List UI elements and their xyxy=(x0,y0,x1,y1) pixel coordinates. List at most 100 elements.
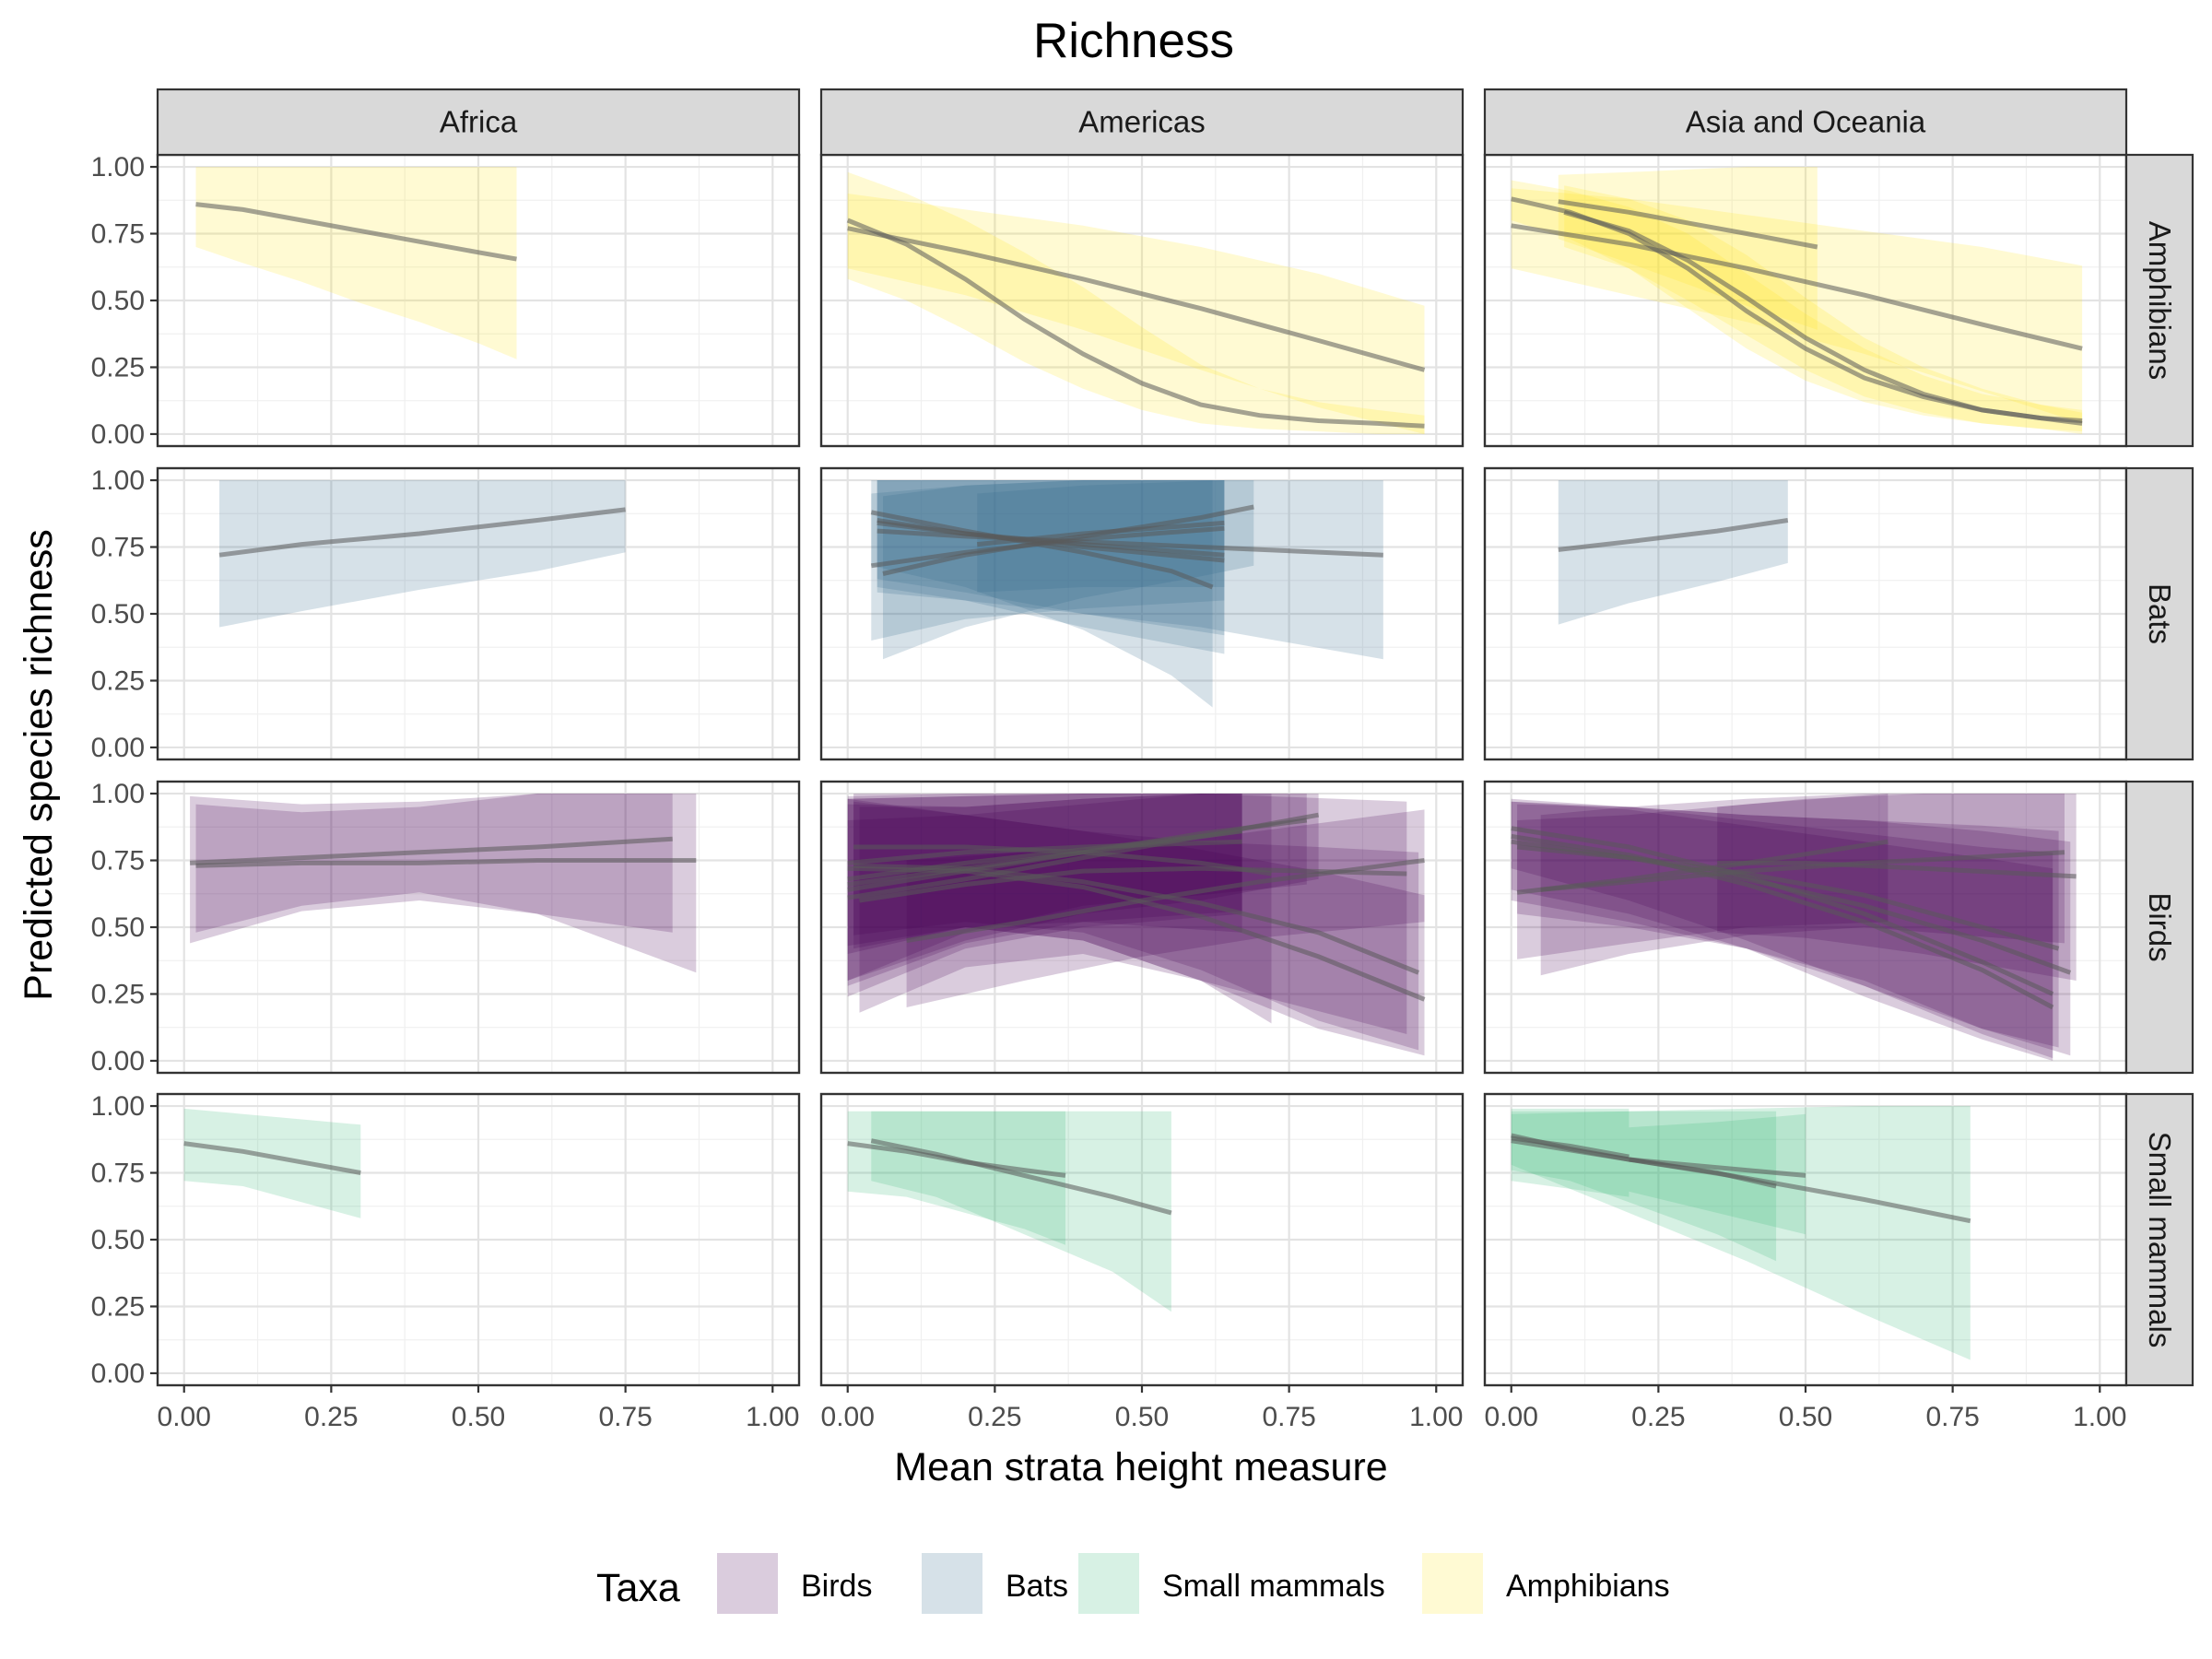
confidence-ribbon xyxy=(847,1111,1065,1245)
y-tick-label: 1.00 xyxy=(91,152,145,182)
fit-line xyxy=(870,510,1214,590)
fit-line xyxy=(882,504,1254,576)
x-tick-label: 0.25 xyxy=(304,1402,358,1432)
x-tick-label: 0.75 xyxy=(1925,1402,1979,1432)
y-tick-label: 0.75 xyxy=(91,219,145,250)
panel-asia-and-oceania-small-mammals: 0.00 0.25 0.50 0.75 1.00 xyxy=(1483,1092,2128,1432)
confidence-ribbon xyxy=(877,480,1225,654)
x-tick-label: 0.75 xyxy=(598,1402,652,1432)
fit-line xyxy=(846,218,1425,429)
fit-line xyxy=(847,1141,1066,1178)
x-tick-label: 0.50 xyxy=(452,1402,505,1432)
fit-line xyxy=(847,829,1242,882)
y-tick-label: 1.00 xyxy=(91,465,145,496)
panel-border xyxy=(819,466,1465,761)
panel-americas-birds xyxy=(819,780,1465,1075)
panel-americas-small-mammals: 0.00 0.25 0.50 0.75 1.00 xyxy=(819,1092,1465,1432)
fit-line xyxy=(195,202,517,262)
y-tick-label: 0.25 xyxy=(91,352,145,382)
confidence-ribbon xyxy=(847,194,1425,434)
panel-africa-amphibians: 0.00 0.25 0.50 0.75 1.00 xyxy=(91,152,801,450)
confidence-ribbon xyxy=(847,171,1425,435)
confidence-ribbon xyxy=(1517,804,2059,1048)
confidence-ribbon xyxy=(1558,167,1818,330)
x-tick-label: 1.00 xyxy=(1409,1402,1463,1432)
y-tick-label: 0.25 xyxy=(91,665,145,696)
panel-africa-birds: 0.00 0.25 0.50 0.75 1.00 xyxy=(91,779,801,1077)
x-tick-label: 0.25 xyxy=(968,1402,1021,1432)
confidence-ribbon xyxy=(1511,1106,1971,1360)
legend-label-bats: Bats xyxy=(1006,1569,1068,1604)
panel-americas-bats xyxy=(819,466,1465,761)
confidence-ribbon xyxy=(877,480,1225,636)
confidence-ribbon xyxy=(859,794,1407,1034)
confidence-ribbon xyxy=(1558,480,1788,625)
strip-bats xyxy=(2124,466,2194,761)
fit-line xyxy=(976,520,1225,547)
confidence-ribbon xyxy=(1564,185,2083,435)
confidence-ribbon xyxy=(1511,801,2071,1056)
confidence-ribbon xyxy=(871,480,1225,641)
y-tick-label: 0.50 xyxy=(91,286,145,316)
x-tick-label: 0.00 xyxy=(821,1402,875,1432)
legend-label-small-mammals: Small mammals xyxy=(1162,1569,1385,1604)
y-tick-label: 0.75 xyxy=(91,1159,145,1189)
confidence-ribbon xyxy=(183,1108,361,1218)
facet-panels: 0.00 0.25 0.50 0.75 1.00 0.00 0.25 0.50 0.75 1.00… xyxy=(91,152,2128,1432)
fit-line xyxy=(1563,209,2083,426)
y-tick-label: 0.50 xyxy=(91,912,145,943)
x-tick-label: 0.50 xyxy=(1779,1402,1832,1432)
strip-label-small-mammals: Small mammals xyxy=(2143,1132,2177,1348)
legend-key-amphibians xyxy=(1422,1553,1483,1614)
fit-line xyxy=(1558,518,1789,552)
legend-key-bg xyxy=(1422,1553,1483,1614)
panel-border xyxy=(819,780,1465,1075)
y-tick-label: 0.00 xyxy=(91,1359,145,1389)
legend-key-small-mammals xyxy=(1078,1553,1139,1614)
y-tick-label: 0.75 xyxy=(91,846,145,877)
strip-africa xyxy=(156,88,801,157)
fit-line xyxy=(1511,833,2054,1010)
panel-africa-small-mammals: 0.00 0.25 0.50 0.75 1.00 0.00 0.25 0.50 0.75 1.00 xyxy=(91,1091,801,1432)
panel-asia-and-oceania-amphibians xyxy=(1483,153,2128,448)
y-tick-label: 1.00 xyxy=(91,779,145,809)
panel-americas-amphibians xyxy=(819,153,1465,448)
panel-africa-bats: 0.00 0.25 0.50 0.75 1.00 xyxy=(91,465,801,763)
strip-label-birds: Birds xyxy=(2143,892,2177,961)
fit-line xyxy=(847,226,1426,372)
fit-line xyxy=(859,865,1407,903)
fit-line xyxy=(1511,223,2083,351)
fit-line xyxy=(870,525,1225,569)
x-axis-title: Mean strata height measure xyxy=(894,1445,1387,1489)
fit-line xyxy=(870,1138,1172,1216)
confidence-ribbon xyxy=(1511,1108,1630,1197)
x-tick-label: 1.00 xyxy=(2073,1402,2126,1432)
x-tick-label: 0.00 xyxy=(158,1402,211,1432)
y-tick-label: 0.50 xyxy=(91,599,145,629)
x-tick-label: 1.00 xyxy=(746,1402,799,1432)
legend-key-bg xyxy=(922,1553,982,1614)
fit-line xyxy=(877,528,1383,558)
x-tick-label: 0.25 xyxy=(1631,1402,1685,1432)
strip-amphibians xyxy=(2124,153,2194,448)
fit-line xyxy=(218,507,626,558)
y-axis-title: Predicted species richness xyxy=(17,529,61,1000)
strip-birds xyxy=(2124,780,2194,1075)
confidence-ribbon xyxy=(1717,794,2077,981)
strip-asia-and-oceania xyxy=(1483,88,2128,157)
fit-line xyxy=(195,858,697,868)
legend-key-bg xyxy=(717,1553,778,1614)
legend-key-bg xyxy=(1078,1553,1139,1614)
panel-asia-and-oceania-birds xyxy=(1483,780,2128,1075)
y-tick-label: 0.00 xyxy=(91,733,145,763)
confidence-ribbon xyxy=(219,480,626,628)
fit-line xyxy=(1558,199,1818,250)
strip-label-bats: Bats xyxy=(2143,583,2177,644)
y-tick-label: 0.50 xyxy=(91,1225,145,1255)
strip-label-asia-and-oceania: Asia and Oceania xyxy=(1686,105,1926,139)
panel-asia-and-oceania-bats xyxy=(1483,466,2128,761)
strip-americas xyxy=(819,88,1465,157)
strip-label-americas: Americas xyxy=(1078,105,1206,139)
y-tick-label: 0.00 xyxy=(91,1046,145,1077)
